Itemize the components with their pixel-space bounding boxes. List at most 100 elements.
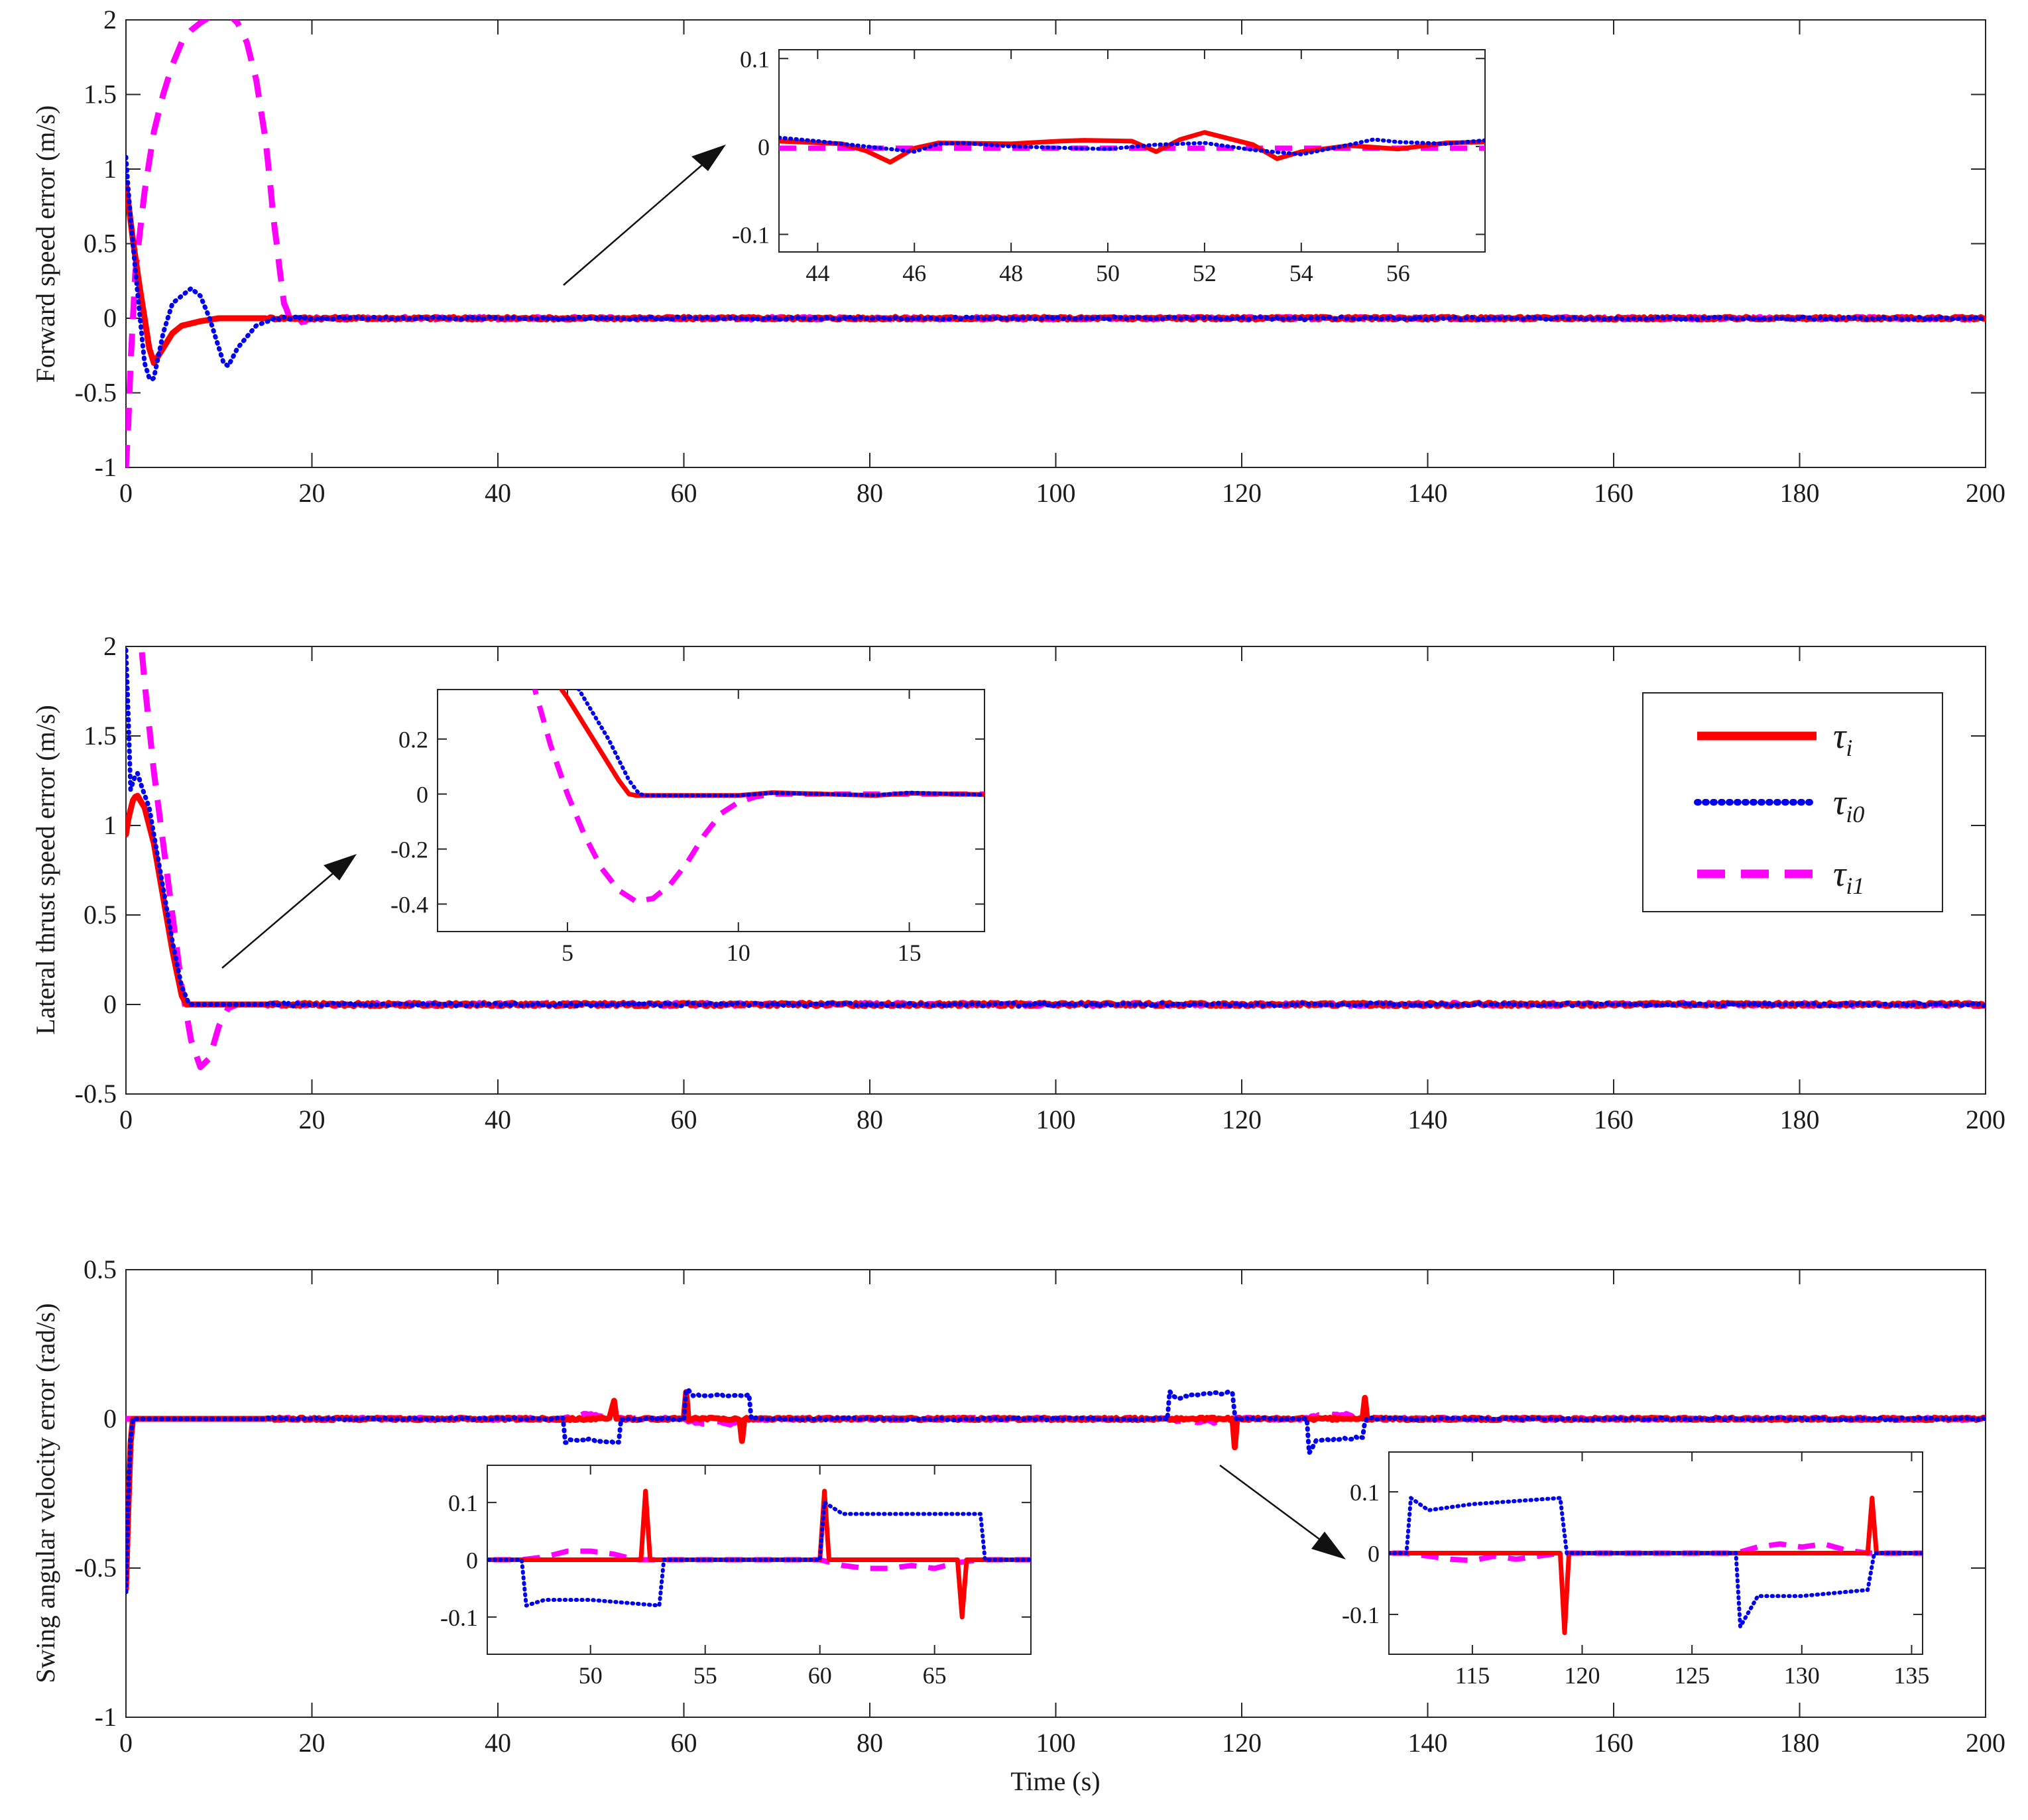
series-tau-i0-line	[487, 1500, 1031, 1608]
x-axis-label: Time (s)	[1010, 1766, 1100, 1796]
x-tick-label: 100	[1036, 1105, 1076, 1134]
inset-3b: 115 120 125 130 135 -0.1 0 0.1	[1342, 1451, 1929, 1689]
zoom-arrow	[221, 871, 335, 969]
x-tick-label: 125	[1674, 1662, 1710, 1689]
y-tick-label: -0.5	[75, 1553, 117, 1583]
y-tick-label: 1.5	[84, 80, 117, 109]
x-tick-label: 120	[1222, 1728, 1262, 1758]
y-tick-label: 0	[103, 989, 117, 1019]
x-tick-label: 0	[119, 1105, 133, 1134]
y-tick-label: -1	[95, 452, 117, 482]
y-tick-label: 0	[103, 1404, 117, 1433]
series-tau-i0-line	[1389, 1496, 1923, 1629]
panel-swing-angular-velocity: 0 20 40 60 80 100 120 140 160 180 200 -1 -0.5 0 0.5 Sw…	[30, 1254, 2005, 1796]
y-tick-label: -1	[95, 1702, 117, 1732]
inset-2: 5 10 15 -0.4 -0.2 0 0.2	[390, 689, 985, 966]
x-tick-label: 48	[999, 260, 1023, 286]
svg-text:τi: τi	[1833, 716, 1852, 761]
x-tick-label: 135	[1893, 1662, 1929, 1689]
x-tick-label: 65	[923, 1662, 947, 1689]
x-tick-label: 80	[857, 1728, 883, 1758]
x-tick-label: 180	[1780, 1728, 1820, 1758]
x-tick-label: 100	[1036, 478, 1076, 508]
x-tick-label: 50	[579, 1662, 603, 1689]
x-tick-label: 60	[808, 1662, 832, 1689]
x-tick-label: 80	[857, 1105, 883, 1134]
legend-symbol: τ	[1833, 782, 1847, 822]
inset-3a: 50 55 60 65 -0.1 0 0.1	[440, 1465, 1032, 1689]
x-tick-label: 180	[1780, 478, 1820, 508]
series-group	[126, 1387, 1986, 1595]
x-tick-label: 130	[1784, 1662, 1820, 1689]
x-tick-label: 20	[299, 478, 326, 508]
x-tick-label: 160	[1594, 478, 1634, 508]
legend-symbol: τ	[1833, 716, 1847, 756]
y-axis-label: Lateral thrust speed error (m/s)	[30, 705, 60, 1035]
axis-ticks: 0 20 40 60 80 100 120 140 160 180 200 -1 -0.5 0 0.5	[75, 1254, 2005, 1758]
legend-symbol: τ	[1833, 854, 1847, 894]
series-tau-i-line	[1389, 1495, 1923, 1636]
x-tick-label: 15	[898, 940, 922, 966]
x-tick-label: 0	[119, 1728, 133, 1758]
y-tick-label: 0.1	[740, 46, 770, 72]
x-tick-label: 140	[1408, 1105, 1448, 1134]
y-tick-label: -0.1	[732, 221, 770, 248]
x-tick-label: 54	[1289, 260, 1313, 286]
x-tick-label: 44	[805, 260, 829, 286]
x-tick-label: 40	[485, 1728, 511, 1758]
x-tick-label: 120	[1222, 1105, 1262, 1134]
x-tick-label: 200	[1966, 478, 2005, 508]
x-tick-label: 50	[1096, 260, 1120, 286]
series-tau-i-line	[487, 1488, 1031, 1620]
x-tick-label: 140	[1408, 1728, 1448, 1758]
axis-ticks: 0 20 40 60 80 100 120 140 160 180 200-0.500.511.52	[75, 631, 2005, 1134]
x-tick-label: 120	[1565, 1662, 1600, 1689]
y-tick-label: -0.2	[390, 837, 428, 863]
x-tick-label: 160	[1594, 1105, 1634, 1134]
arrowhead	[324, 854, 357, 880]
y-axis-label: Swing angular velocity error (rad/s)	[30, 1303, 60, 1683]
y-axis-label: Forward speed error (m/s)	[30, 105, 60, 383]
x-tick-label: 200	[1966, 1728, 2005, 1758]
series-group	[126, 646, 1986, 1070]
zoom-arrow	[1219, 1464, 1323, 1543]
x-tick-label: 5	[562, 940, 573, 966]
svg-text:τi1: τi1	[1833, 854, 1864, 899]
x-tick-label: 160	[1594, 1728, 1634, 1758]
x-tick-label: 120	[1222, 478, 1262, 508]
y-tick-label: 0.2	[398, 727, 428, 753]
legend-subscript: i0	[1846, 801, 1864, 827]
series-tau-i0-line	[126, 154, 1986, 383]
series-tau-i0-line	[779, 135, 1485, 156]
x-tick-label: 20	[299, 1728, 326, 1758]
y-tick-label: 0	[416, 782, 428, 808]
svg-text:τi0: τi0	[1833, 782, 1864, 827]
x-tick-label: 0	[119, 478, 133, 508]
x-tick-label: 40	[485, 1105, 511, 1134]
zoom-arrow	[563, 164, 703, 286]
legend-subscript: i	[1846, 735, 1852, 761]
y-tick-label: -0.5	[75, 378, 117, 408]
x-tick-label: 200	[1966, 1105, 2005, 1134]
series-group	[126, 20, 1986, 467]
series-tau-i1-line	[487, 1548, 1031, 1571]
series-tau-i0-line	[576, 690, 984, 798]
y-tick-label: 2	[103, 631, 117, 661]
x-tick-label: 52	[1193, 260, 1217, 286]
x-tick-label: 40	[485, 478, 511, 508]
y-tick-label: 0.1	[1350, 1479, 1380, 1506]
y-tick-label: -0.5	[75, 1079, 117, 1109]
y-tick-label: 0.5	[84, 1254, 117, 1284]
x-tick-label: 140	[1408, 478, 1448, 508]
y-tick-label: 1.5	[84, 721, 117, 751]
y-tick-label: 0.5	[84, 900, 117, 930]
legend-subscript: i1	[1846, 873, 1864, 899]
panel-lateral-speed: 0 20 40 60 80 100 120 140 160 180 200-0.500.511.52…	[30, 631, 2005, 1134]
legend-entry-tau-i: τi	[1697, 716, 1852, 761]
legend: τi τi0 τi1	[1642, 692, 1943, 912]
x-tick-label: 60	[671, 478, 697, 508]
legend-entry-tau-i1: τi1	[1697, 854, 1864, 899]
arrowhead	[1311, 1532, 1346, 1559]
x-tick-label: 80	[857, 478, 883, 508]
